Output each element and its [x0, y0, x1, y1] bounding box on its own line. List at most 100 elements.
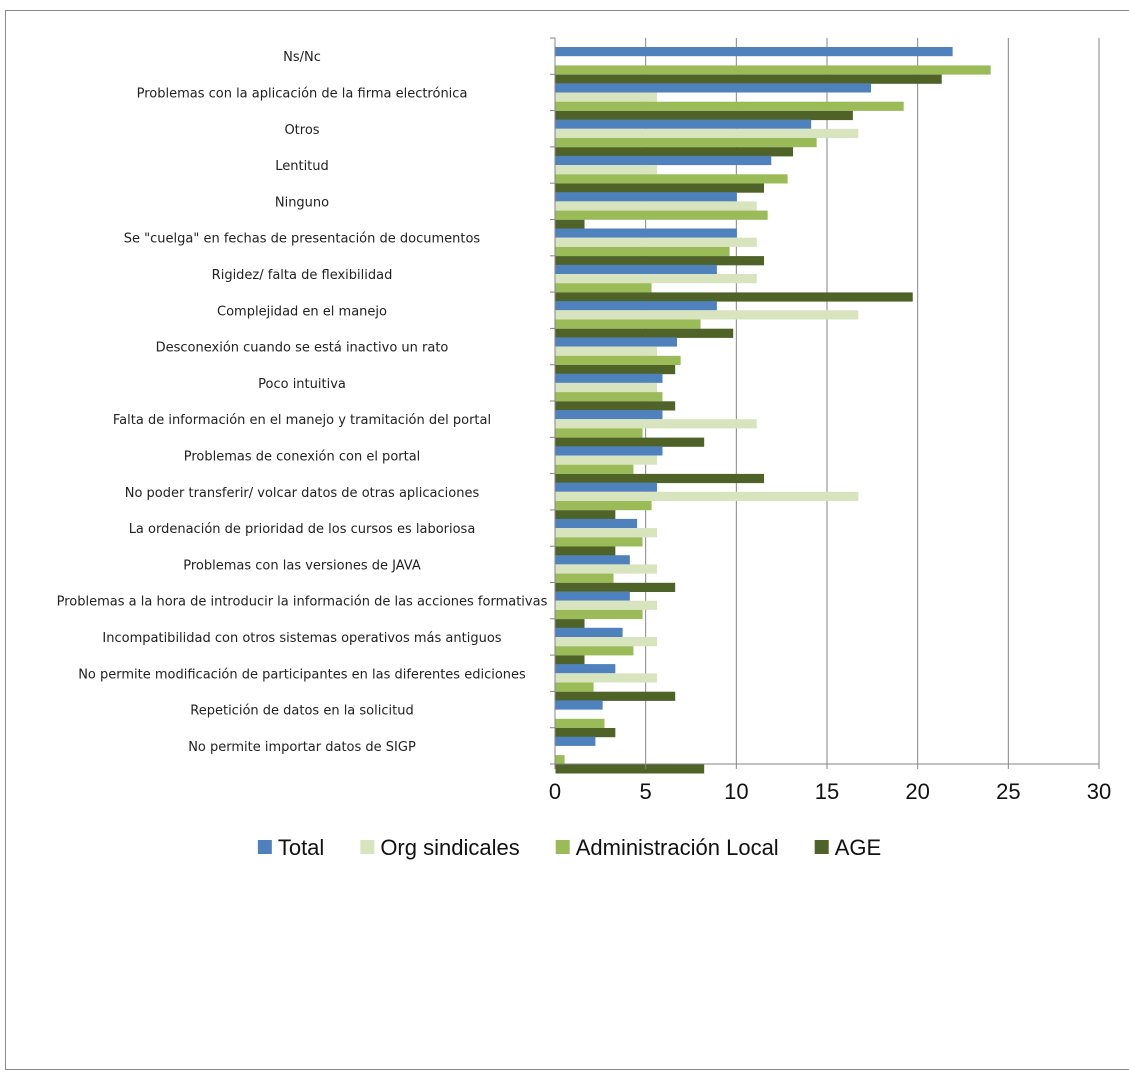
- bar-total-7: [555, 301, 717, 311]
- bar-age-6: [555, 292, 913, 302]
- legend-swatch-org-sindicales: [360, 840, 375, 854]
- category-label: Desconexión cuando se está inactivo un r…: [156, 341, 449, 356]
- bar-administracion-local-8: [555, 355, 681, 365]
- bar-total-8: [555, 337, 677, 347]
- bar-org-sindicales-16: [555, 637, 658, 647]
- bar-org-sindicales-15: [555, 600, 658, 610]
- bar-administracion-local-13: [555, 537, 643, 547]
- bar-age-14: [555, 582, 676, 592]
- legend-label-total: Total: [278, 835, 324, 860]
- legend-label-org-sindicales: Org sindicales: [380, 835, 519, 860]
- category-label: Rigidez/ falta de flexibilidad: [212, 268, 393, 283]
- x-tick-label-30: 30: [1087, 779, 1111, 804]
- bar-age-4: [555, 219, 585, 229]
- bar-age-0: [555, 74, 942, 84]
- bar-administracion-local-15: [555, 609, 643, 620]
- legend-swatch-administracion-local: [555, 840, 570, 854]
- x-tick-label-5: 5: [640, 779, 652, 804]
- bar-total-17: [555, 664, 616, 674]
- bar-org-sindicales-12: [555, 491, 859, 501]
- bar-administracion-local-2: [555, 138, 817, 148]
- bar-age-12: [555, 510, 616, 520]
- bar-age-3: [555, 183, 765, 193]
- axes: [550, 37, 1100, 769]
- bar-administracion-local-11: [555, 464, 634, 474]
- bar-administracion-local-16: [555, 646, 634, 656]
- bar-org-sindicales-2: [555, 128, 859, 138]
- bar-age-16: [555, 655, 585, 665]
- bar-age-8: [555, 365, 676, 375]
- bar-administracion-local-19: [555, 755, 565, 765]
- bar-administracion-local-14: [555, 573, 614, 583]
- category-label: Repetición de datos en la solicitud: [190, 704, 413, 719]
- bar-administracion-local-17: [555, 682, 594, 692]
- tick-labels: 0 5 10 15 20 25 30: [549, 779, 1111, 804]
- bar-total-1: [555, 83, 872, 93]
- bar-org-sindicales-11: [555, 455, 658, 465]
- bar-age-13: [555, 546, 616, 556]
- bar-total-16: [555, 627, 623, 637]
- bar-total-5: [555, 228, 737, 238]
- bar-age-1: [555, 110, 853, 121]
- bar-total-15: [555, 591, 630, 601]
- legend-label-administracion-local: Administración Local: [576, 835, 779, 860]
- bar-age-7: [555, 328, 734, 338]
- bar-administracion-local-7: [555, 319, 701, 329]
- category-label: Incompatibilidad con otros sistemas oper…: [102, 631, 501, 646]
- category-label: La ordenación de prioridad de los cursos…: [129, 522, 476, 537]
- bar-org-sindicales-9: [555, 382, 658, 393]
- x-tick-label-20: 20: [905, 779, 929, 804]
- x-tick-label-0: 0: [549, 779, 561, 804]
- bar-administracion-local-3: [555, 174, 788, 184]
- bar-administracion-local-18: [555, 718, 605, 728]
- bar-org-sindicales-4: [555, 201, 757, 211]
- bar-administracion-local-12: [555, 501, 652, 511]
- legend-label-age: AGE: [835, 835, 881, 860]
- bar-age-2: [555, 147, 794, 157]
- category-label: Problemas a la hora de introducir la inf…: [57, 595, 548, 610]
- bar-administracion-local-5: [555, 246, 730, 257]
- chart-frame: Ns/Nc Problemas con la aplicación de la f…: [5, 10, 1129, 1070]
- category-label: Problemas de conexión con el portal: [184, 449, 421, 464]
- bar-age-10: [555, 437, 705, 447]
- bar-total-2: [555, 119, 812, 129]
- category-label: Ns/Nc: [283, 50, 321, 65]
- category-label: Se "cuelga" en fechas de presentación de…: [124, 232, 481, 247]
- bar-administracion-local-6: [555, 283, 652, 293]
- bar-org-sindicales-3: [555, 165, 658, 175]
- legend: Total Org sindicales Administración Local A…: [257, 835, 881, 860]
- bar-age-19: [555, 764, 705, 774]
- category-label: No poder transferir/ volcar datos de otr…: [125, 486, 480, 501]
- category-label: Problemas con las versiones de JAVA: [183, 558, 421, 573]
- bar-org-sindicales-17: [555, 673, 658, 683]
- category-label: Otros: [284, 123, 319, 138]
- bar-org-sindicales-7: [555, 310, 859, 320]
- bar-total-18: [555, 700, 603, 710]
- bar-administracion-local-1: [555, 101, 904, 111]
- category-label: No permite modificación de participantes…: [78, 667, 526, 682]
- bar-total-11: [555, 446, 663, 456]
- bar-age-5: [555, 256, 765, 266]
- legend-swatch-total: [257, 840, 272, 854]
- category-labels: Ns/Nc Problemas con la aplicación de la f…: [57, 50, 548, 755]
- bar-total-13: [555, 518, 638, 529]
- bar-total-19: [555, 736, 596, 746]
- bar-administracion-local-9: [555, 392, 663, 402]
- bar-total-3: [555, 155, 772, 166]
- category-label: Ninguno: [275, 195, 329, 210]
- category-label: Complejidad en el manejo: [217, 304, 387, 319]
- bar-org-sindicales-6: [555, 274, 757, 284]
- bar-total-0: [555, 47, 953, 57]
- bar-total-10: [555, 410, 663, 420]
- bar-org-sindicales-14: [555, 564, 658, 574]
- category-label: No permite importar datos de SIGP: [188, 740, 416, 755]
- x-tick-label-15: 15: [815, 779, 839, 804]
- bar-age-11: [555, 473, 765, 484]
- bar-total-6: [555, 264, 717, 274]
- bar-administracion-local-10: [555, 428, 643, 438]
- bar-total-14: [555, 555, 630, 565]
- category-label: Lentitud: [275, 159, 329, 174]
- bar-age-15: [555, 619, 585, 629]
- x-tick-label-25: 25: [996, 779, 1020, 804]
- bar-total-4: [555, 192, 737, 202]
